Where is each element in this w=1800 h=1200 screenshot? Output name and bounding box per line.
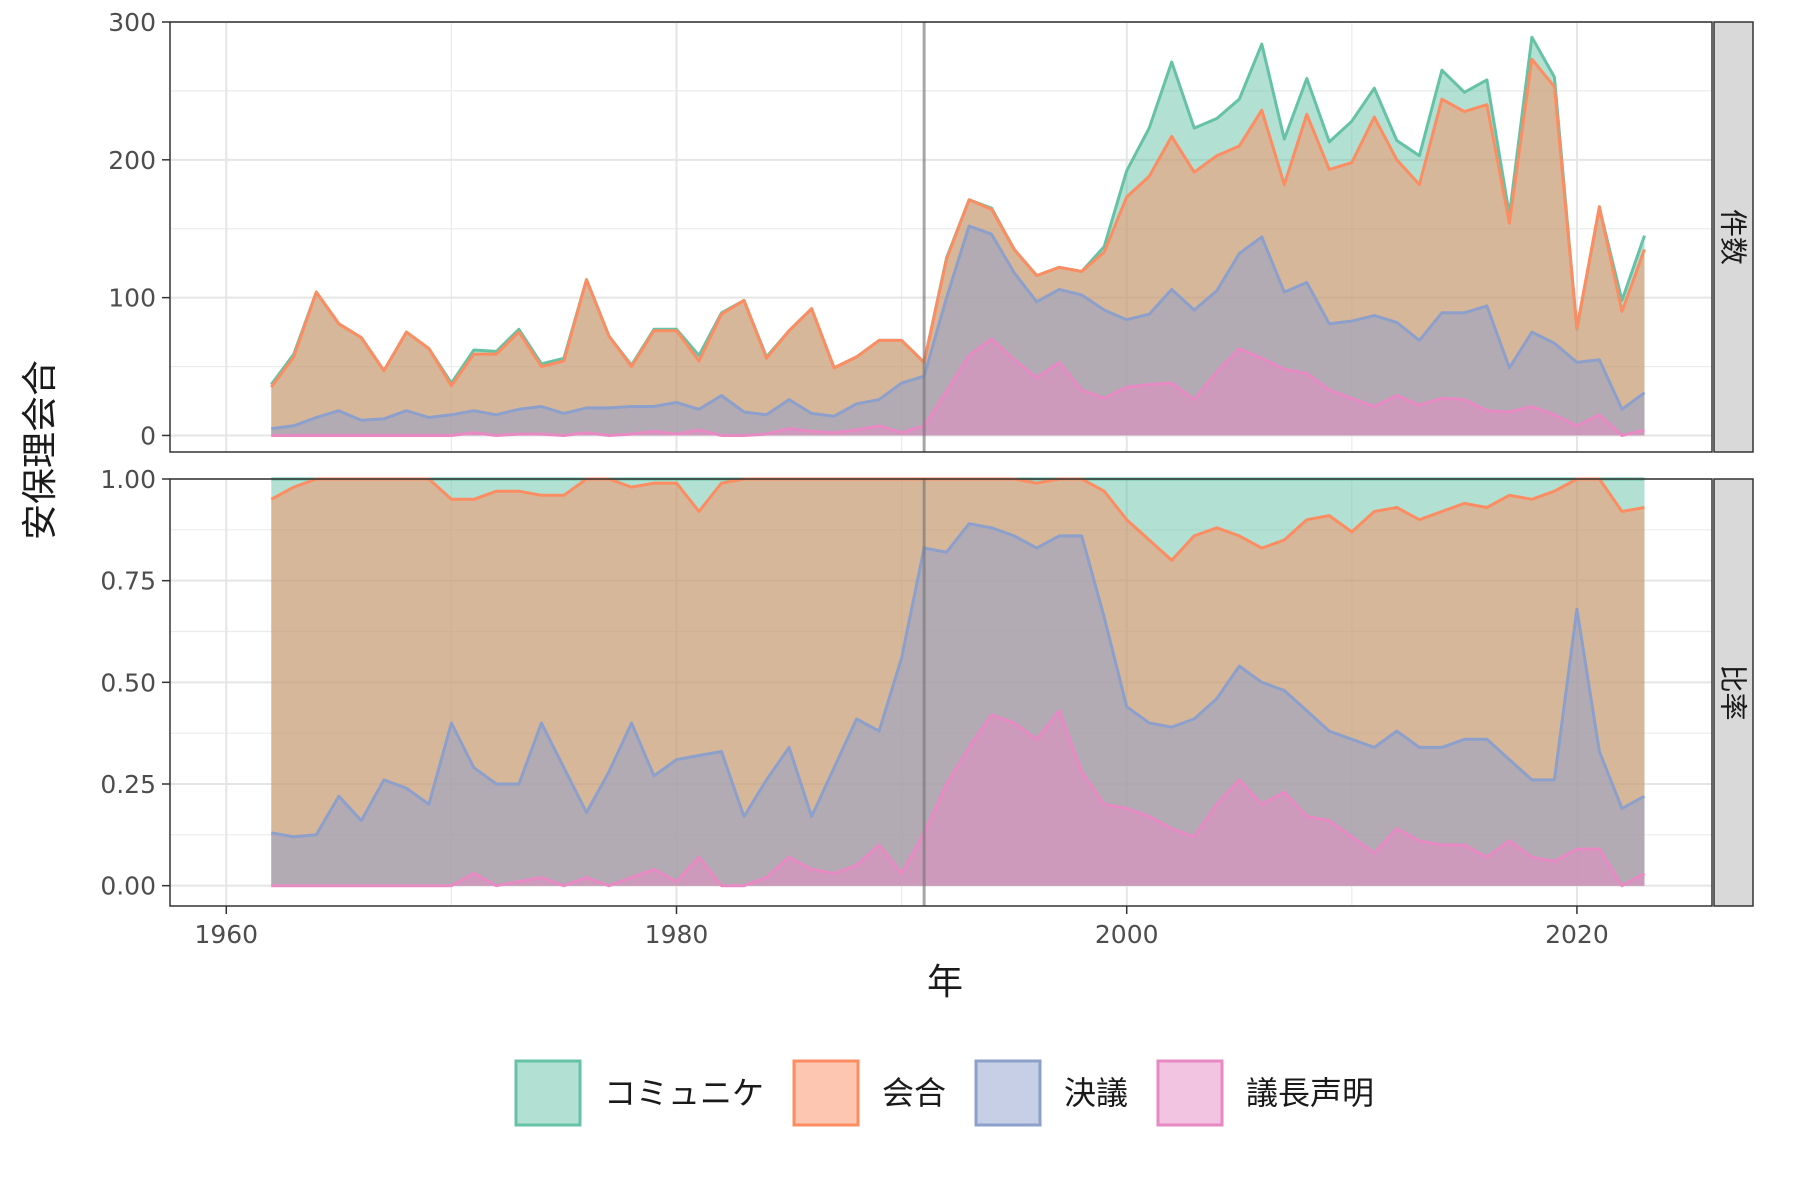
y-tick-label: 0.25	[100, 770, 156, 799]
legend-key	[974, 1059, 1042, 1127]
legend-item: コミュニケ	[514, 1059, 764, 1127]
y-tick-label: 100	[108, 284, 156, 313]
line-決議	[271, 522, 1646, 839]
line-会合	[270, 57, 1646, 389]
legend: コミュニケ 会合 決議 議長声明	[514, 1059, 1374, 1127]
x-tick-label: 2000	[1095, 920, 1159, 949]
line-議長声明	[271, 337, 1645, 437]
x-axis-title: 年	[927, 962, 963, 1003]
legend-item: 議長声明	[1156, 1059, 1374, 1127]
legend-item: 決議	[974, 1059, 1128, 1127]
legend-label: 会合	[882, 1074, 946, 1112]
x-tick-label: 1960	[194, 920, 258, 949]
legend-label: コミュニケ	[604, 1074, 764, 1112]
y-axis-title: 安保理会合	[20, 360, 61, 540]
panels: 0 100 200 300 件数 0.00 0.25 0.50 0.75 1.00 比率	[100, 8, 1754, 907]
y-tick-label: 300	[108, 8, 156, 37]
line-決議	[271, 224, 1646, 431]
x-tick-label: 1980	[645, 920, 709, 949]
legend-label: 決議	[1064, 1074, 1128, 1112]
strip	[1713, 21, 1754, 453]
strip	[1713, 478, 1754, 907]
panel-border	[169, 478, 1713, 907]
line-議長声明	[271, 709, 1646, 888]
area-議長声明	[271, 339, 1645, 436]
panel-border	[169, 21, 1713, 453]
x-tick-label: 2020	[1545, 920, 1609, 949]
panel-2: 0.00 0.25 0.50 0.75 1.00 比率	[100, 465, 1754, 907]
y-tick-label: 200	[108, 146, 156, 175]
y-tick-label: 0.50	[100, 668, 156, 697]
y-tick-label: 0	[140, 421, 156, 450]
legend-key	[514, 1059, 582, 1127]
strip-label: 比率	[1717, 664, 1750, 720]
panel-1: 0 100 200 300 件数	[108, 8, 1754, 453]
legend-item: 会合	[792, 1059, 946, 1127]
legend-label: 議長声明	[1246, 1074, 1374, 1112]
y-tick-label: 1.00	[100, 465, 156, 494]
strip-label: 件数	[1717, 209, 1750, 265]
x-axis: 1960 1980 2000 2020	[194, 906, 1609, 949]
y-tick-label: 0.75	[100, 567, 156, 596]
legend-key	[1156, 1059, 1224, 1127]
area-決議	[271, 523, 1645, 886]
legend-key	[792, 1059, 860, 1127]
area-議長声明	[271, 710, 1645, 886]
y-tick-label: 0.00	[100, 872, 156, 901]
